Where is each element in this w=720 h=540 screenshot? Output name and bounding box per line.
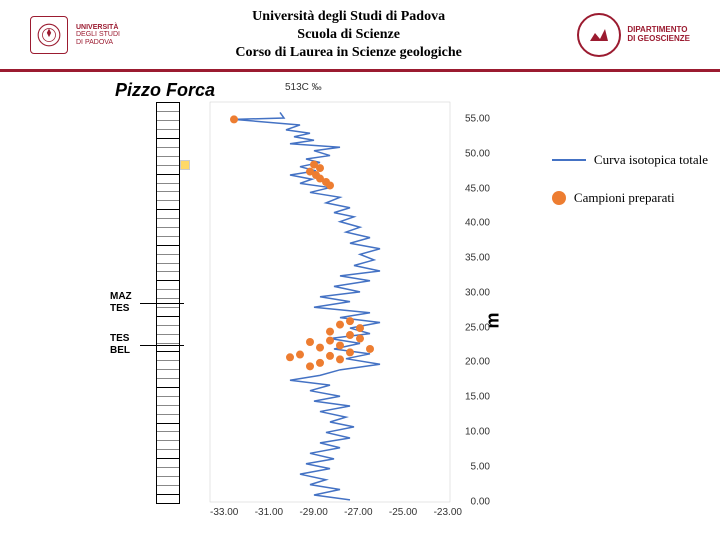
page-title: Università degli Studi di Padova Scuola … (120, 8, 577, 63)
legend-item-curve: Curva isotopica totale (552, 152, 708, 168)
y-axis-labels: 55.0050.0045.0040.0035.0030.0025.0020.00… (452, 102, 490, 502)
section-title: Pizzo Forca (115, 80, 215, 101)
university-seal-icon (30, 16, 68, 54)
content: Pizzo Forca 513C ‰ m MAZTESTESBEL 55.005… (0, 72, 720, 532)
department-name: DIPARTIMENTO DI GEOSCIENZE (627, 26, 690, 44)
dot-icon (552, 191, 566, 205)
chart-area: Pizzo Forca 513C ‰ m MAZTESTESBEL 55.005… (0, 72, 530, 532)
logo-right: DIPARTIMENTO DI GEOSCIENZE (577, 13, 690, 57)
x-axis-title: 513C ‰ (285, 82, 322, 93)
plot-area (210, 102, 450, 502)
line-icon (552, 159, 586, 161)
logo-left: UNIVERSITÀ DEGLI STUDI DI PADOVA (30, 16, 120, 54)
geoscience-logo-icon (577, 13, 621, 57)
legend: Curva isotopica totale Campioni preparat… (552, 152, 708, 228)
stratigraphic-column: MAZTESTESBEL (110, 102, 200, 517)
x-axis-labels: -33.00-31.00-29.00-27.00-25.00-23.00 (210, 507, 462, 518)
legend-item-samples: Campioni preparati (552, 190, 708, 206)
university-name: UNIVERSITÀ DEGLI STUDI DI PADOVA (76, 24, 120, 47)
header: UNIVERSITÀ DEGLI STUDI DI PADOVA Univers… (0, 0, 720, 72)
